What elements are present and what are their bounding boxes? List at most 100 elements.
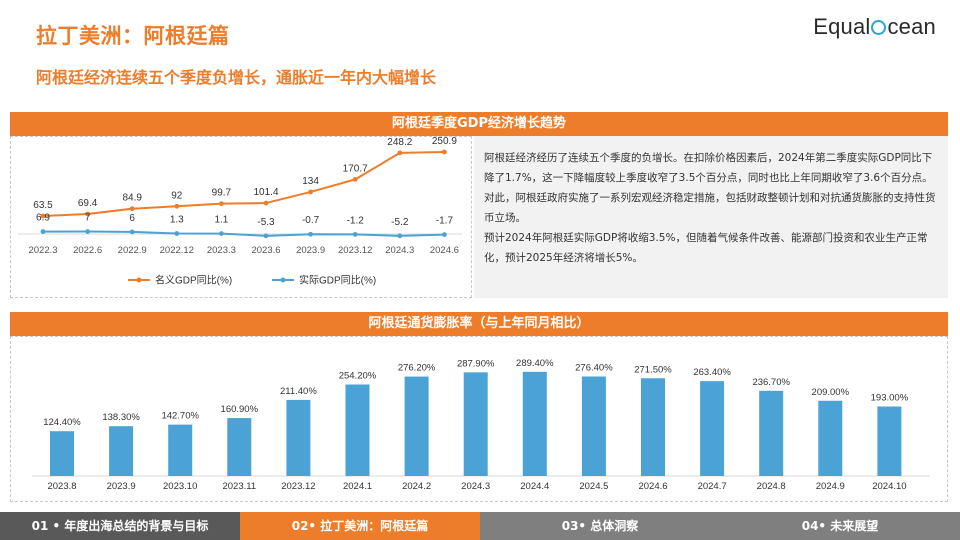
nominal-gdp-point [40,213,46,219]
inflation-x-tick-label: 2024.7 [698,481,727,492]
inflation-bar [463,372,488,476]
inflation-bar [404,376,429,476]
real-gdp-point [129,229,135,235]
nominal-gdp-label: 63.5 [33,200,53,211]
nominal-gdp-point [129,206,135,212]
gdp-x-tick-label: 2022.6 [73,245,102,256]
inflation-bar [109,426,134,476]
nominal-gdp-point [352,176,358,182]
inflation-x-tick-label: 2024.9 [816,481,845,492]
inflation-x-tick-label: 2024.10 [872,481,906,492]
inflation-x-tick-label: 2024.4 [520,481,549,492]
page-subtitle: 阿根廷经济连续五个季度负增长，通胀近一年内大幅增长 [36,68,437,87]
real-gdp-label: 6 [129,213,135,224]
inflation-bar-label: 236.70% [752,377,790,388]
section-nav: 01 • 年度出海总结的背景与目标 02• 拉丁美洲：阿根廷篇 03• 总体洞察… [0,512,960,540]
real-gdp-point [174,231,180,236]
inflation-bar-label: 287.90% [457,358,495,369]
gdp-x-tick-label: 2023.3 [207,245,236,256]
real-gdp-label: 7 [85,213,91,224]
inflation-bar-label: 276.40% [575,362,613,373]
nominal-gdp-point [174,203,180,209]
legend-marker [280,277,286,283]
nominal-gdp-label: 134 [302,176,319,187]
page-title: 拉丁美洲：阿根廷篇 [36,24,230,48]
inflation-x-tick-label: 2024.3 [461,481,490,492]
nominal-gdp-point [308,189,313,195]
inflation-bar-label: 124.40% [43,417,81,428]
inflation-bar-label: 254.20% [339,370,377,381]
inflation-bar [522,371,547,476]
inflation-x-tick-label: 2023.8 [47,481,76,492]
inflation-panel-title: 阿根廷通货膨胀率（与上年同月相比） [10,312,948,336]
real-gdp-label: -1.7 [436,216,454,227]
logo-ring-icon [871,20,887,35]
nominal-gdp-point [442,149,447,155]
real-gdp-point [442,232,447,237]
real-gdp-point [219,231,224,237]
legend-label: 名义GDP同比(%) [155,274,232,287]
inflation-bar-label: 289.40% [516,358,554,369]
gdp-x-tick-label: 2022.9 [118,245,147,256]
gdp-panel-title: 阿根廷季度GDP经济增长趋势 [10,112,948,136]
nominal-gdp-label: 101.4 [253,187,278,198]
real-gdp-point [85,229,90,234]
inflation-bar-label: 271.50% [634,364,672,375]
inflation-bar [227,418,252,476]
inflation-bar-label: 276.20% [398,363,436,374]
nominal-gdp-label: 84.9 [122,193,142,204]
gdp-commentary-paragraph-1: 阿根廷经济经历了连续五个季度的负增长。在扣除价格因素后，2024年第二季度实际G… [484,152,936,224]
gdp-x-tick-label: 2022.3 [28,245,57,256]
nav-tab-insights[interactable]: 03• 总体洞察 [480,512,720,540]
real-gdp-label: -1.2 [347,215,365,226]
gdp-x-tick-label: 2024.3 [385,245,414,256]
gdp-x-tick-label: 2024.6 [430,245,459,256]
equalocean-logo: Equal cean [813,14,936,39]
nav-tab-background[interactable]: 01 • 年度出海总结的背景与目标 [0,512,240,540]
inflation-bar-label: 263.40% [693,367,731,378]
nominal-gdp-point [263,200,269,206]
nominal-gdp-point [397,150,403,156]
real-gdp-point [263,233,269,239]
inflation-bar-chart: 124.40% 2023.8 138.30% 2023.9 142.70% 2023.10… [32,358,930,492]
nominal-gdp-label: 92 [171,190,183,201]
inflation-bar [759,390,784,476]
inflation-x-tick-label: 2024.6 [638,481,667,492]
real-gdp-point [397,233,403,239]
inflation-x-tick-label: 2023.10 [163,481,197,492]
gdp-chart-frame [10,136,472,298]
legend-label: 实际GDP同比(%) [299,274,376,287]
legend-marker [136,277,142,283]
nav-tab-outlook[interactable]: 04• 未来展望 [720,512,960,540]
nominal-gdp-label: 250.9 [432,136,457,147]
real-gdp-label: 6.9 [36,213,50,224]
inflation-bar-label: 211.40% [280,386,317,397]
inflation-x-tick-label: 2024.2 [402,481,431,492]
gdp-x-tick-label: 2023.12 [338,245,372,256]
inflation-bar-label: 160.90% [221,404,259,415]
inflation-x-tick-label: 2024.1 [343,481,372,492]
inflation-bar [581,376,606,476]
inflation-bar-label: 193.00% [871,393,909,404]
nominal-gdp-label: 69.4 [78,198,98,209]
inflation-chart-frame [10,336,948,502]
inflation-bar [345,384,370,476]
inflation-bar [50,431,74,476]
real-gdp-label: -5.2 [391,217,409,228]
nav-tab-argentina[interactable]: 02• 拉丁美洲：阿根廷篇 [240,512,480,540]
real-gdp-label: -0.7 [302,215,320,226]
inflation-x-tick-label: 2024.8 [757,481,786,492]
real-gdp-point [40,229,46,234]
inflation-bar-label: 209.00% [812,387,850,398]
gdp-commentary: 阿根廷经济经历了连续五个季度的负增长。在扣除价格因素后，2024年第二季度实际G… [474,136,948,298]
inflation-bar-label: 138.30% [102,412,140,423]
inflation-bar [818,400,843,476]
nominal-gdp-point [85,211,90,217]
real-gdp-label: 1.1 [214,215,228,226]
gdp-line-chart: 63.5 69.4 84.9 92 99.7 101.4 134 170.7 248.2 250.… [18,136,462,287]
real-gdp-label: 1.3 [170,215,184,226]
inflation-bar [641,378,665,476]
nominal-gdp-label: 170.7 [343,163,368,174]
inflation-x-tick-label: 2023.9 [107,481,136,492]
gdp-commentary-paragraph-2: 预计2024年阿根廷实际GDP将收缩3.5%，但随着气候条件改善、能源部门投资和… [484,232,928,264]
